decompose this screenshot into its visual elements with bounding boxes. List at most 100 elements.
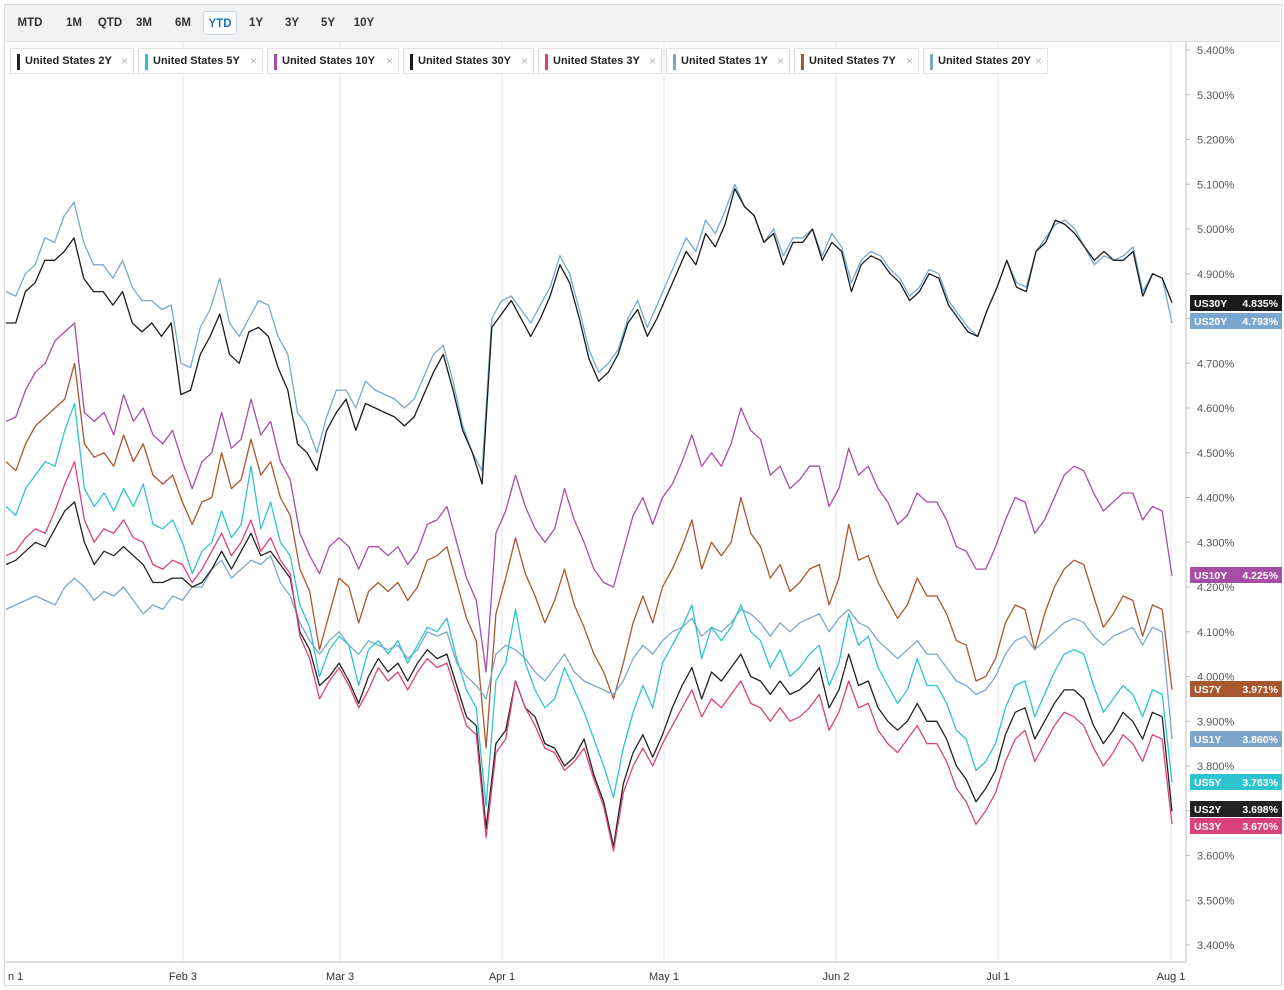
range-button-ytd[interactable]: YTD (203, 11, 237, 35)
legend-label: United States 3Y (553, 55, 640, 67)
series-line-us7y (5, 362, 1173, 749)
value-tag-value: 4.793% (1242, 316, 1278, 328)
y-tick-label: 4.700% (1197, 358, 1235, 370)
range-button-3m[interactable]: 3M (136, 17, 152, 29)
value-tag-ticker: US10Y (1194, 570, 1227, 582)
x-tick-label: Apr 1 (489, 971, 515, 983)
legend-item[interactable]: United States 30Y × (403, 48, 534, 74)
legend-item[interactable]: United States 2Y × (10, 48, 134, 74)
legend-item[interactable]: United States 20Y × (923, 48, 1048, 74)
series-lines (5, 183, 1173, 852)
legend-close-icon[interactable]: × (520, 54, 528, 68)
value-tag-ticker: US20Y (1194, 316, 1227, 328)
legend-label: United States 10Y (282, 55, 375, 67)
y-tick-label: 3.900% (1197, 716, 1235, 728)
value-tag-bg (1190, 567, 1282, 583)
y-tick-label: 3.800% (1197, 761, 1235, 773)
value-tag-us5y: US5Y 3.763% (1190, 774, 1282, 790)
value-tag-value: 3.763% (1242, 777, 1278, 789)
value-tag-ticker: US5Y (1194, 777, 1221, 789)
x-tick-label: n 1 (8, 971, 23, 983)
series-line-us2y (5, 501, 1173, 848)
x-tick-label: Aug 1 (1157, 971, 1186, 983)
range-button-1m[interactable]: 1M (66, 17, 82, 29)
last-value-tags: US20Y 4.793% US30Y 4.835% US10Y 4.225% US7Y 3.9… (1190, 295, 1282, 834)
date-range-toolbar: MTD 1M QTD 3M 6M YTD 1Y 3Y 5Y 10Y (5, 5, 1280, 42)
range-button-5y[interactable]: 5Y (320, 17, 336, 29)
legend-close-icon[interactable]: × (1034, 54, 1042, 68)
y-tick-label: 5.300% (1197, 90, 1235, 102)
value-tag-ticker: US2Y (1194, 804, 1221, 816)
legend-swatch (801, 54, 804, 70)
x-tick-label: Jun 2 (823, 971, 850, 983)
value-tag-bg (1190, 731, 1282, 747)
y-tick-label: 4.300% (1197, 537, 1235, 549)
axes: n 1 Feb 3 Mar 3 Apr 1 May 1 Jun 2 Jul 1 Aug 1 5.… (6, 42, 1235, 983)
value-tag-value: 3.860% (1242, 734, 1278, 746)
value-tag-value: 3.971% (1242, 684, 1278, 696)
legend-item[interactable]: United States 7Y × (794, 48, 919, 74)
legend-item[interactable]: United States 10Y × (267, 48, 399, 74)
legend-item[interactable]: United States 3Y × (538, 48, 662, 74)
legend-close-icon[interactable]: × (249, 54, 257, 68)
series-line-us10y (5, 322, 1173, 673)
value-tag-us10y: US10Y 4.225% (1190, 567, 1282, 583)
legend-close-icon[interactable]: × (648, 54, 656, 68)
legend-close-icon[interactable]: × (385, 54, 393, 68)
y-tick-label: 3.500% (1197, 895, 1235, 907)
value-tag-ticker: US30Y (1194, 298, 1227, 310)
value-tag-us30y: US30Y 4.835% (1190, 295, 1282, 311)
legend-close-icon[interactable]: × (905, 54, 913, 68)
range-button-mtd[interactable]: MTD (17, 17, 43, 29)
legend-label: United States 7Y (809, 55, 896, 67)
legend-label: United States 5Y (153, 55, 240, 67)
range-button-3y[interactable]: 3Y (284, 17, 300, 29)
series-line-us30y (6, 188, 1173, 485)
y-tick-label: 5.400% (1197, 45, 1235, 57)
value-tag-ticker: US1Y (1194, 734, 1221, 746)
y-tick-label: 4.000% (1197, 672, 1235, 684)
range-button-6m[interactable]: 6M (175, 17, 191, 29)
value-tag-us7y: US7Y 3.971% (1190, 681, 1282, 697)
value-tag-ticker: US7Y (1194, 684, 1221, 696)
range-button-10y[interactable]: 10Y (353, 17, 375, 29)
y-tick-label: 4.900% (1197, 269, 1235, 281)
value-tag-ticker: US3Y (1194, 821, 1221, 833)
y-tick-label: 4.500% (1197, 448, 1235, 460)
value-tag-us20y: US20Y 4.793% (1190, 313, 1282, 329)
legend-swatch (410, 54, 413, 70)
value-tag-value: 4.225% (1242, 570, 1278, 582)
value-tag-us2y: US2Y 3.698% (1190, 801, 1282, 817)
y-tick-label: 3.400% (1197, 940, 1235, 952)
legend-close-icon[interactable]: × (776, 54, 784, 68)
range-button-qtd[interactable]: QTD (97, 17, 123, 29)
legend-close-icon[interactable]: × (120, 54, 128, 68)
legend-swatch (274, 54, 277, 70)
legend-label: United States 2Y (25, 55, 112, 67)
legend-label: United States 20Y (938, 55, 1031, 67)
value-tag-bg (1190, 818, 1282, 834)
value-tag-bg (1190, 801, 1282, 817)
value-tag-bg (1190, 774, 1282, 790)
x-tick-label: Mar 3 (326, 971, 354, 983)
series-line-us20y (5, 183, 1173, 472)
legend-item[interactable]: United States 1Y × (666, 48, 790, 74)
value-tag-us3y: US3Y 3.670% (1190, 818, 1282, 834)
legend-swatch (930, 54, 933, 70)
legend-swatch (17, 54, 20, 70)
grid (182, 42, 1172, 962)
y-tick-label: 5.200% (1197, 135, 1235, 147)
value-tag-bg (1190, 295, 1282, 311)
range-button-1y[interactable]: 1Y (248, 17, 264, 29)
legend-item[interactable]: United States 5Y × (138, 48, 263, 74)
x-tick-label: May 1 (649, 971, 679, 983)
legend-label: United States 30Y (418, 55, 511, 67)
value-tag-us1y: US1Y 3.860% (1190, 731, 1282, 747)
value-tag-bg (1190, 313, 1282, 329)
legend-swatch (545, 54, 548, 70)
series-line-us1y (5, 555, 1173, 740)
y-tick-label: 3.600% (1197, 851, 1235, 863)
value-tag-bg (1190, 681, 1282, 697)
series-line-us3y (5, 461, 1173, 852)
